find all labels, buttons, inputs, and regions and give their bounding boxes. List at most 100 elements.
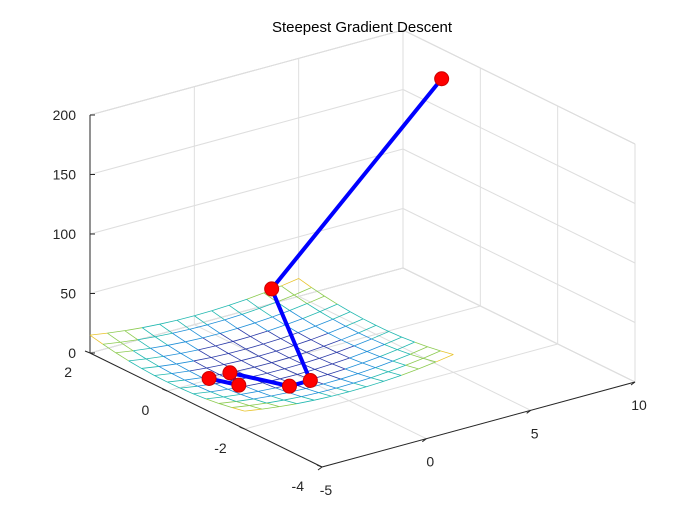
mesh-line (271, 357, 290, 364)
mesh-line (319, 303, 338, 312)
mesh-line (288, 357, 303, 365)
mesh-line (210, 391, 224, 398)
mesh-line (159, 319, 178, 325)
grid-line (89, 148, 404, 235)
mesh-line (214, 383, 229, 390)
mesh-line (383, 374, 402, 382)
mesh-line (237, 328, 251, 337)
mesh-line (102, 341, 121, 345)
mesh-line (319, 311, 334, 320)
mesh-line (249, 402, 267, 406)
grid-line (89, 29, 404, 116)
mesh-line (297, 325, 316, 333)
mesh-line (223, 393, 241, 398)
mesh-line (159, 323, 173, 334)
mesh-line (375, 360, 393, 369)
mesh-line (344, 362, 363, 370)
axis-lines (89, 115, 636, 468)
mesh-line (298, 278, 312, 288)
mesh-line (193, 357, 212, 362)
mesh-line (263, 338, 281, 345)
mesh-line (192, 393, 207, 400)
mesh-line (270, 395, 285, 401)
mesh-line (284, 363, 303, 370)
mesh-line (210, 388, 228, 393)
mesh-line (348, 386, 367, 393)
mesh-line (211, 304, 230, 312)
mesh-line (340, 378, 354, 384)
mesh-line (245, 382, 263, 387)
mesh-line (172, 328, 190, 334)
mesh-line (267, 372, 281, 380)
mesh-line (379, 349, 398, 357)
mesh-line (327, 374, 341, 380)
mesh-line (194, 315, 208, 326)
mesh-line (422, 350, 441, 359)
mesh-line (198, 349, 212, 358)
mesh-line (215, 345, 229, 354)
mesh-line (276, 294, 295, 303)
y-tick-label: -2 (214, 440, 227, 456)
z-tick-label: 50 (60, 286, 76, 302)
mesh-line (327, 368, 346, 375)
mesh-line (388, 331, 402, 338)
mesh-line (240, 390, 259, 395)
mesh-line (254, 322, 268, 332)
mesh-line (323, 339, 342, 347)
mesh-line (388, 364, 406, 373)
mesh-line (371, 331, 390, 340)
mesh-line (185, 337, 203, 343)
mesh-line (392, 360, 406, 366)
mesh-line (306, 303, 321, 312)
chart-title: Steepest Gradient Descent (272, 19, 453, 36)
mesh-line (141, 368, 155, 376)
mesh-line (276, 345, 294, 352)
data-point-marker (231, 377, 247, 393)
mesh-line (328, 332, 342, 341)
mesh-line (318, 392, 332, 397)
mesh-line (266, 399, 285, 404)
mesh-line (102, 343, 116, 354)
grid-line (89, 89, 404, 175)
mesh-line (167, 381, 181, 389)
mesh-line (250, 336, 264, 345)
z-tick-label: 0 (68, 345, 76, 361)
mesh-line (283, 399, 297, 405)
mesh-line (228, 298, 247, 306)
mesh-line (150, 347, 164, 357)
mesh-line (410, 353, 424, 359)
mesh-line (306, 295, 325, 304)
mesh-line (218, 403, 232, 408)
mesh-line (158, 366, 173, 374)
mesh-line (315, 318, 333, 327)
mesh-line (314, 363, 333, 370)
mesh-line (366, 344, 385, 352)
mesh-line (272, 316, 286, 326)
mesh-line (180, 387, 194, 395)
mesh-line (184, 377, 203, 381)
mesh-line (193, 391, 211, 395)
mesh-line (370, 371, 389, 379)
mesh-surface (89, 278, 454, 412)
mesh-line (358, 325, 377, 334)
mesh-line (267, 330, 281, 339)
mesh-line (254, 362, 272, 368)
mesh-line (258, 350, 277, 357)
data-point-marker (222, 365, 238, 381)
mesh-line (350, 311, 364, 320)
mesh-line (279, 403, 297, 408)
mesh-line (392, 353, 411, 362)
mesh-line (337, 303, 351, 313)
tick-labels: -5 0 5 10 -4 -2 0 2 0 50 100 150 200 (53, 107, 647, 498)
mesh-line (89, 332, 108, 336)
mesh-line (401, 368, 419, 376)
mesh-line (289, 310, 303, 319)
mesh-line (237, 322, 256, 329)
y-tick-label: 2 (64, 364, 72, 380)
x-tick-label: 5 (531, 425, 539, 441)
mesh-line (231, 407, 245, 412)
data-point-marker (281, 378, 297, 394)
mesh-line (227, 388, 241, 395)
mesh-line (336, 351, 350, 359)
mesh-line (366, 380, 384, 388)
